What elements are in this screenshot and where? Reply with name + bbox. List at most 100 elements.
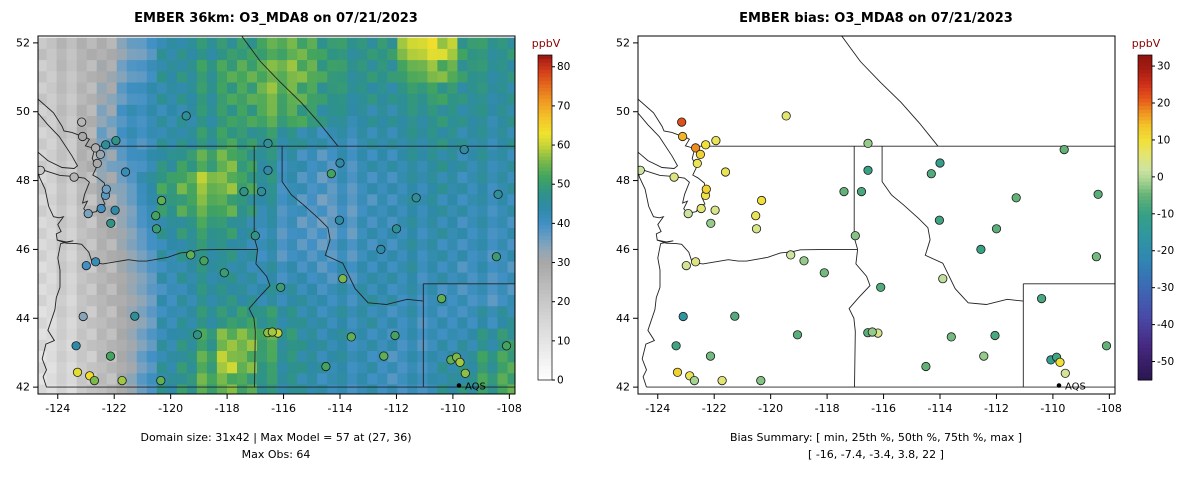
- station-marker: [459, 145, 469, 155]
- station-marker: [683, 209, 693, 219]
- border-id_mt_border: [881, 146, 1024, 305]
- bias-caption-line2: [ -16, -7.4, -3.4, 3.8, 22 ]: [808, 448, 944, 461]
- x-axis-tick-label: -108: [497, 402, 522, 415]
- model-clip-group: [38, 36, 515, 394]
- station-marker: [1036, 293, 1047, 304]
- station-marker: [181, 111, 191, 121]
- station-marker: [460, 368, 470, 378]
- border-or_id_border: [248, 249, 271, 388]
- aqs-legend-dot: [1056, 383, 1062, 388]
- model-map-panel: -124 -122 -120 -118 -116 -114 -112 -110 -108 42 44…: [16, 11, 570, 461]
- station-marker: [81, 260, 91, 271]
- station-marker: [689, 375, 700, 386]
- station-marker: [101, 140, 111, 150]
- station-marker: [38, 165, 45, 175]
- station-marker: [1059, 145, 1069, 155]
- colorbar-tick-label: 10: [1157, 134, 1170, 146]
- station-marker: [491, 252, 501, 262]
- station-marker: [681, 260, 691, 271]
- x-axis-tick-label: -124: [45, 402, 70, 415]
- station-marker: [101, 184, 111, 194]
- y-axis-tick-label: 48: [616, 174, 630, 187]
- border-id_mt_border: [281, 146, 424, 305]
- station-marker: [757, 195, 767, 206]
- x-axis-tick-label: -114: [928, 402, 953, 415]
- station-marker: [938, 274, 948, 284]
- aqs-legend-label: AQS: [1065, 382, 1086, 393]
- colorbar-tick-label: 0: [557, 375, 564, 387]
- station-marker: [786, 250, 796, 260]
- station-marker: [850, 231, 860, 241]
- y-axis-tick-label: 48: [16, 174, 30, 187]
- station-marker: [69, 172, 79, 182]
- y-axis-tick-label: 42: [616, 381, 630, 394]
- station-marker: [946, 332, 956, 342]
- x-axis-tick-label: -116: [271, 402, 296, 415]
- station-marker: [701, 140, 711, 150]
- station-marker: [863, 138, 873, 148]
- station-marker: [199, 256, 209, 266]
- station-marker: [72, 367, 83, 377]
- station-marker: [677, 117, 687, 127]
- plot-box: [637, 35, 1116, 395]
- station-marker: [71, 341, 81, 351]
- colorbar-tick-label: 30: [557, 257, 570, 269]
- border-bc_ab_border: [241, 36, 339, 147]
- station-marker: [391, 224, 402, 234]
- colorbar-tick-label: 20: [1157, 98, 1170, 110]
- x-axis-tick-label: -122: [702, 402, 727, 415]
- x-axis-tick-label: -110: [1040, 402, 1065, 415]
- station-marker: [321, 361, 331, 372]
- station-marker: [1091, 252, 1101, 262]
- station-marker: [156, 375, 166, 386]
- station-marker: [730, 311, 740, 321]
- x-axis-tick-label: -112: [984, 402, 1009, 415]
- station-marker: [263, 138, 273, 148]
- x-axis-tick-label: -122: [102, 402, 127, 415]
- station-marker: [117, 375, 127, 386]
- station-marker: [334, 215, 344, 225]
- station-marker: [705, 351, 716, 361]
- border-wa_or_border: [657, 239, 858, 265]
- station-marker: [720, 167, 731, 177]
- station-marker: [921, 361, 931, 372]
- colorbar-tick-label: -40: [1157, 319, 1174, 331]
- station-marker: [239, 187, 249, 197]
- colorbar-tick-label: -50: [1157, 356, 1174, 368]
- station-marker: [346, 332, 356, 342]
- station-marker: [819, 268, 829, 278]
- station-marker: [751, 224, 762, 234]
- station-marker: [672, 367, 683, 377]
- border-vancouver_island: [638, 112, 679, 169]
- colorbar-tick-label: 70: [557, 100, 570, 112]
- x-axis-tick-label: -114: [328, 402, 353, 415]
- station-marker: [990, 330, 1000, 341]
- station-marker: [455, 357, 465, 367]
- axis-ticks: -124 -122 -120 -118 -116 -114 -112 -110 -108 42 44…: [16, 36, 522, 415]
- station-marker: [717, 375, 727, 386]
- station-marker: [638, 165, 645, 175]
- station-marker: [77, 117, 87, 127]
- model-colorbar-units-label: ppbV: [532, 37, 561, 50]
- y-axis-tick-label: 52: [16, 36, 30, 49]
- colorbar-tick-label: -20: [1157, 245, 1174, 257]
- station-marker: [338, 274, 348, 284]
- station-marker: [493, 189, 503, 199]
- station-marker: [256, 187, 267, 197]
- border-pacific_coast: [638, 168, 674, 388]
- x-axis-tick-label: -110: [440, 402, 465, 415]
- station-marker: [671, 341, 681, 351]
- station-marker: [250, 231, 260, 241]
- border-or_id_border: [848, 249, 871, 388]
- y-axis-tick-label: 46: [616, 243, 630, 256]
- x-axis-tick-label: -124: [645, 402, 670, 415]
- border-vancouver_island: [38, 112, 79, 169]
- model-plot-layer: -124 -122 -120 -118 -116 -114 -112 -110 -108 42 44…: [16, 35, 570, 415]
- station-marker: [710, 205, 720, 215]
- station-marker: [991, 224, 1002, 234]
- y-axis-tick-label: 50: [16, 105, 30, 118]
- station-marker: [935, 158, 945, 168]
- y-axis-tick-label: 44: [16, 312, 30, 325]
- station-marker: [92, 158, 102, 168]
- colorbar-tick-label: 20: [557, 296, 570, 308]
